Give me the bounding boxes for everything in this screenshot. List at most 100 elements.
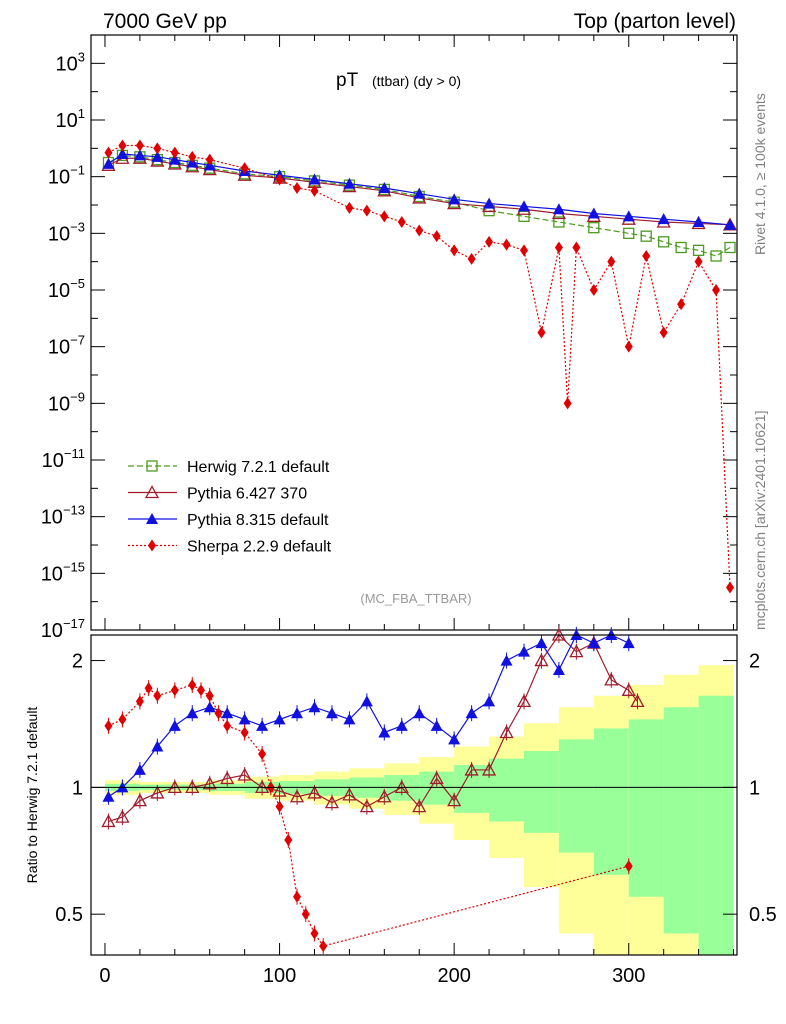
ratio-panel: Ratio to Herwig 7.2.1 default 0.5 0.5 1 1 2 2… — [24, 627, 777, 987]
data-point — [623, 227, 635, 239]
data-point — [657, 213, 670, 225]
data-point — [467, 252, 476, 265]
data-point — [135, 139, 144, 152]
data-point — [342, 787, 357, 801]
band-green — [698, 695, 734, 955]
data-point — [447, 793, 462, 807]
data-point — [485, 235, 494, 248]
data-point — [448, 193, 461, 205]
ratio-y-tick-label: 1 — [72, 777, 83, 799]
data-point — [104, 719, 113, 732]
data-point — [345, 201, 354, 214]
data-point — [415, 224, 424, 237]
data-point — [237, 767, 252, 781]
data-point — [168, 153, 181, 165]
data-point — [205, 153, 214, 166]
data-point — [430, 719, 443, 731]
data-point — [630, 694, 645, 708]
data-point — [220, 771, 235, 785]
data-point — [101, 814, 116, 828]
data-point — [238, 713, 251, 725]
y-tick-label: 10−11 — [42, 446, 85, 472]
data-point — [301, 908, 310, 921]
data-point — [343, 177, 356, 189]
main-panel: pT (ttbar) (dy > 0) (MC_FBA_TTBAR) 103 10… — [41, 34, 738, 642]
ratio-series-pythia-8-315-default — [102, 627, 635, 805]
data-point — [284, 834, 293, 847]
data-point — [308, 173, 321, 185]
data-point — [450, 244, 459, 257]
y-tick-label: 10−3 — [48, 219, 85, 245]
data-point — [102, 790, 115, 802]
data-point — [483, 695, 496, 707]
series-sherpa-2-2-9-default — [104, 139, 735, 594]
data-point — [256, 719, 269, 731]
data-point — [324, 795, 340, 809]
data-point — [148, 539, 156, 552]
data-point — [325, 707, 338, 719]
ratio-series-sherpa-2-2-9-default — [104, 676, 633, 955]
data-point — [563, 397, 572, 410]
data-point — [552, 203, 565, 215]
data-point — [378, 182, 391, 193]
data-point — [519, 244, 528, 257]
data-point — [258, 748, 267, 761]
ratio-line — [108, 684, 629, 947]
y-tick-label: 10−15 — [41, 559, 85, 585]
data-point — [500, 654, 513, 666]
band-green — [628, 719, 664, 897]
main-title: pT — [336, 70, 359, 91]
y-tick-label: 10−13 — [41, 503, 85, 529]
data-point — [275, 800, 284, 813]
data-point — [640, 230, 652, 242]
watermark: (MC_FBA_TTBAR) — [360, 591, 471, 606]
data-point — [395, 719, 408, 731]
data-point — [710, 250, 722, 262]
data-point — [272, 783, 287, 797]
data-point — [307, 785, 322, 799]
header-right: Top (parton level) — [574, 10, 736, 33]
source-label: mcplots.cern.ch [arXiv:2401.10621] — [752, 411, 768, 630]
data-point — [116, 148, 129, 159]
data-point — [569, 644, 584, 658]
data-point — [118, 713, 127, 726]
x-tick-label: 0 — [99, 965, 110, 987]
data-point — [188, 150, 197, 163]
data-point — [588, 222, 600, 234]
data-point — [153, 142, 162, 155]
data-point — [133, 763, 146, 775]
data-point — [572, 241, 581, 254]
data-point — [397, 216, 406, 228]
data-point — [275, 173, 284, 186]
data-point — [516, 694, 532, 708]
data-point — [359, 799, 374, 813]
legend-label: Pythia 6.427 370 — [187, 486, 307, 503]
x-tick-label: 200 — [437, 965, 470, 987]
data-point — [310, 927, 319, 940]
y-tick-label: 10−7 — [48, 333, 85, 359]
data-point — [499, 725, 514, 739]
data-point — [448, 733, 461, 745]
data-point — [135, 695, 144, 708]
data-point — [362, 204, 371, 217]
data-point — [115, 809, 130, 823]
data-point — [692, 244, 705, 256]
data-point — [223, 719, 232, 732]
data-point — [642, 250, 651, 262]
data-point — [319, 940, 328, 953]
data-point — [151, 740, 164, 752]
data-point — [534, 653, 549, 667]
data-point — [621, 682, 636, 696]
ratio-frame — [90, 634, 738, 956]
data-point — [554, 241, 563, 254]
data-point — [535, 637, 548, 649]
data-point — [221, 707, 234, 719]
x-tick-label: 300 — [612, 965, 645, 987]
ratio-y-tick-label: 0.5 — [55, 904, 83, 926]
data-point — [102, 157, 115, 169]
data-point — [517, 645, 530, 657]
series-line — [108, 154, 731, 257]
data-point — [587, 207, 600, 219]
y-tick-label: 101 — [56, 106, 85, 132]
